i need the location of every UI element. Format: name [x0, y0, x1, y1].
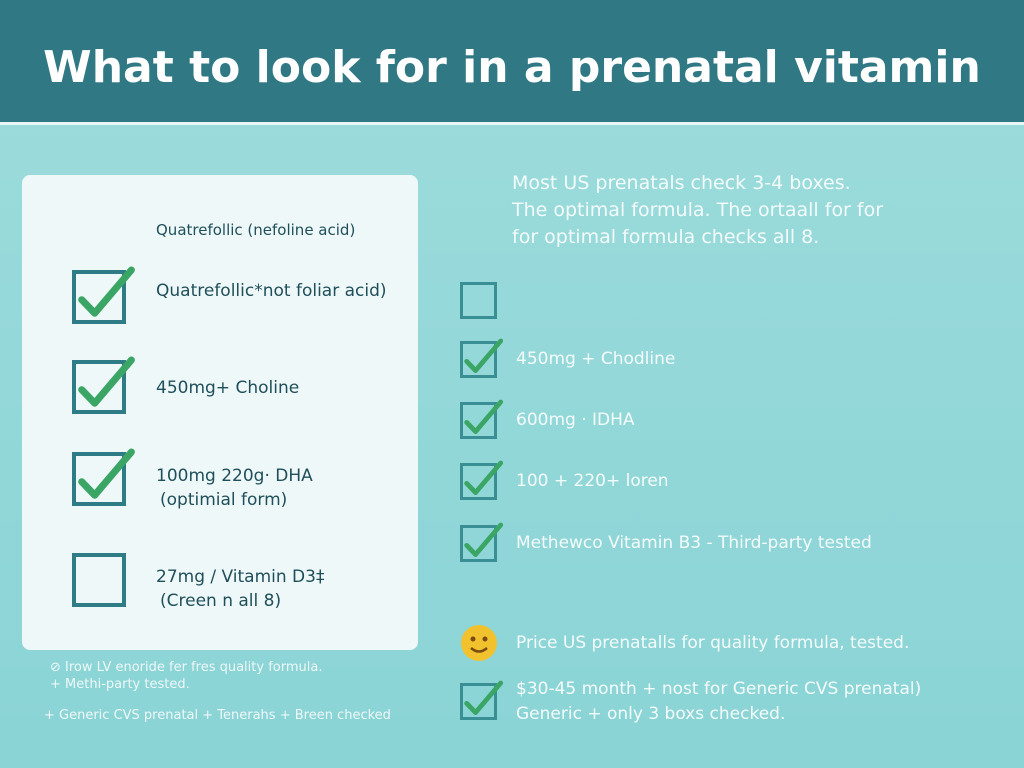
- checkbox: [72, 266, 135, 324]
- check-mark: [464, 522, 504, 558]
- check-mark: [464, 460, 504, 496]
- item-label: 27mg / Vitamin D3‡: [156, 566, 325, 587]
- generic-line: $30-45 month + nost for Generic CVS pren…: [516, 678, 922, 699]
- checkbox-frame: [460, 341, 497, 378]
- checkbox-frame: [72, 360, 126, 414]
- item-label: (Creen n all 8): [160, 590, 282, 611]
- emoji: [461, 625, 497, 661]
- checkbox-frame: [460, 525, 497, 562]
- price-note: Price US prenatalls for quality formula,…: [516, 632, 910, 653]
- emoji-eye: [482, 636, 488, 642]
- card-heading: Quatrefollic (nefoline acid): [156, 221, 356, 239]
- checkbox: [460, 338, 504, 378]
- check-mark: [464, 338, 504, 374]
- generic-line: Generic + only 3 boxs checked.: [516, 703, 786, 724]
- item-label: 450mg + Chodline: [516, 348, 676, 369]
- check-mark: [78, 448, 135, 499]
- item-label: 600mg · IDHA: [516, 409, 635, 430]
- checkbox: [460, 460, 504, 500]
- checkbox: [460, 282, 497, 319]
- checkbox: [460, 399, 504, 439]
- intro-line: for optimal formula checks all 8.: [512, 225, 820, 248]
- item-label: 100mg 220g· DHA: [156, 465, 313, 486]
- checkbox-frame: [460, 683, 497, 720]
- item-label: (optimial form): [160, 489, 288, 510]
- checkbox: [460, 522, 504, 562]
- check-mark: [78, 356, 135, 407]
- emoji-eye: [470, 636, 476, 642]
- checkbox-frame: [460, 402, 497, 439]
- checkbox: [72, 553, 126, 607]
- emoji-face: [461, 625, 497, 661]
- note: ⊘ Irow LV enoride fer fres quality formu…: [50, 660, 323, 676]
- item-label: 100 + 220+ loren: [516, 470, 669, 491]
- checkbox-frame: [460, 282, 497, 319]
- header: What to look for in a prenatal vitamin: [0, 0, 1024, 125]
- item-label: Methewco Vitamin B3 - Third-party tested: [516, 532, 872, 553]
- header-title: What to look for in a prenatal vitamin: [43, 42, 981, 93]
- item-label: Quatrefollic*not foliar acid): [156, 280, 387, 301]
- emoji-mouth: [470, 647, 488, 653]
- checkbox-frame: [72, 452, 126, 506]
- checkbox-frame: [460, 463, 497, 500]
- checkbox-frame: [72, 553, 126, 607]
- check-mark: [78, 266, 135, 317]
- check-mark: [464, 680, 504, 716]
- checkbox: [460, 680, 504, 720]
- check-mark: [464, 399, 504, 435]
- checkbox: [72, 448, 135, 506]
- item-label: 450mg+ Choline: [156, 377, 300, 398]
- checkbox: [72, 356, 135, 414]
- note: + Generic CVS prenatal + Tenerahs + Bree…: [44, 708, 391, 724]
- note: + Methi-party tested.: [50, 677, 190, 693]
- intro-line: Most US prenatals check 3-4 boxes.: [512, 171, 851, 194]
- checkbox-frame: [72, 270, 126, 324]
- intro-line: The optimal formula. The ortaall for for: [512, 198, 884, 221]
